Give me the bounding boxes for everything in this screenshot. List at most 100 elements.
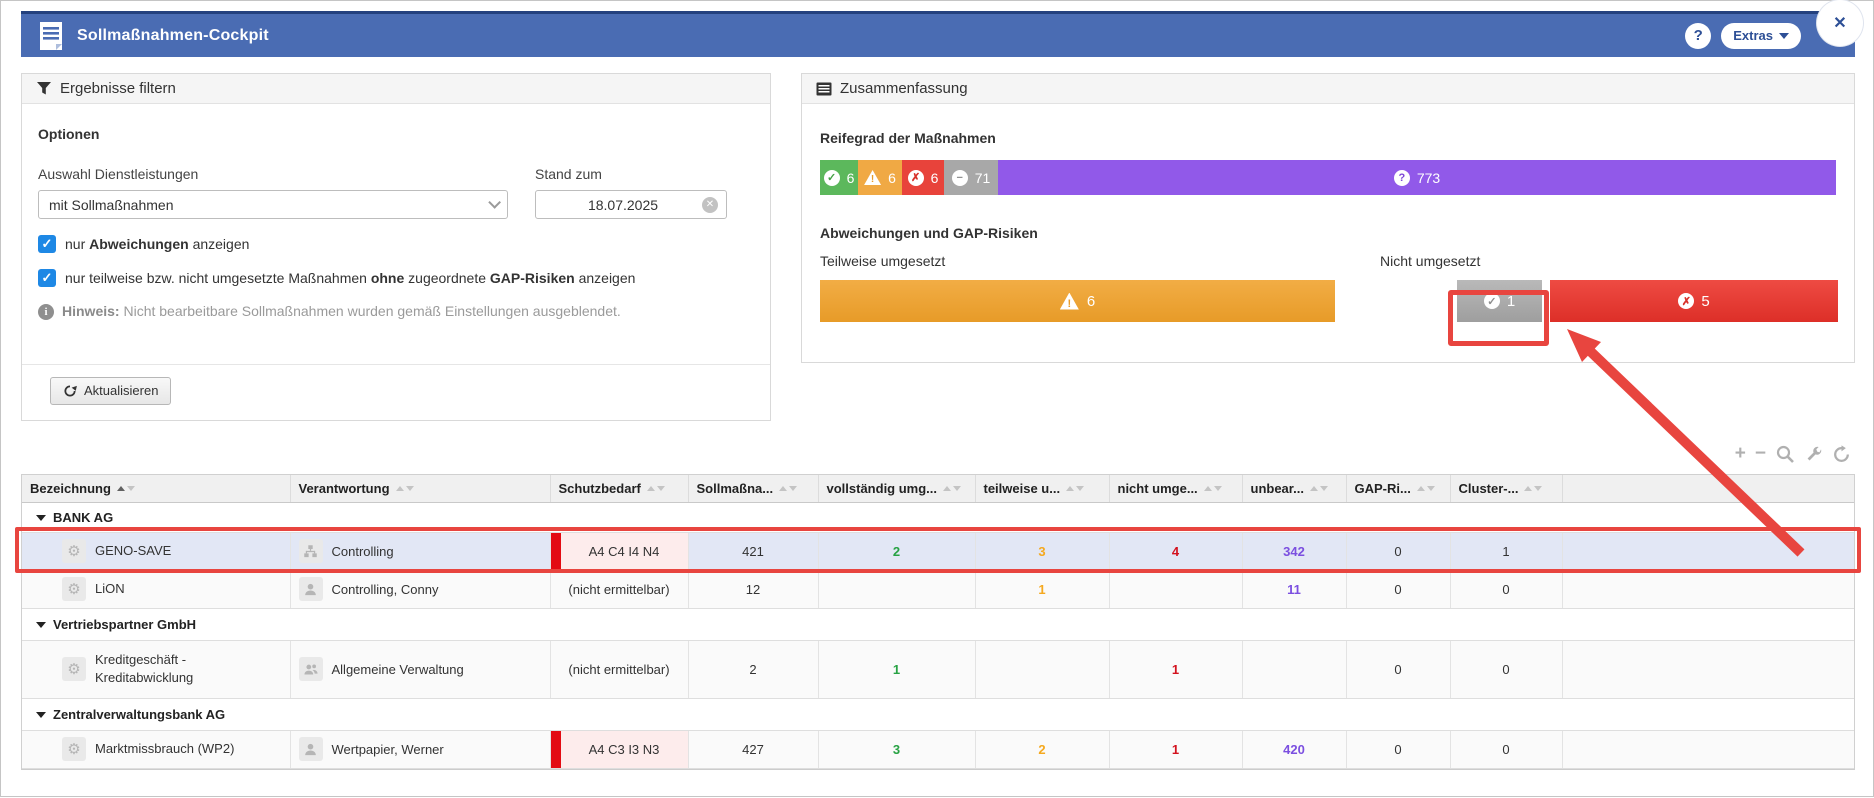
maturity-segment-unknown[interactable]: ? 773 [998,160,1836,195]
group-row-bank-ag[interactable]: BANK AG [22,501,1854,533]
column-header-teilweise[interactable]: teilweise u... [975,475,1110,503]
partial-label: Teilweise umgesetzt [820,253,946,269]
wrench-icon[interactable] [1804,445,1823,464]
refresh-button[interactable]: Aktualisieren [50,377,172,405]
x-circle-icon: ✗ [907,169,924,186]
partially-implemented-bar[interactable]: ! 6 [820,280,1335,322]
column-header-gap-risiken[interactable]: GAP-Ri... [1346,475,1451,503]
protection-flag [550,532,561,570]
maturity-bar: ✓ 6 ! 6 ✗ 6 − 71 ? 773 [820,160,1836,195]
sort-icons [646,485,665,491]
deviations-only-checkbox[interactable]: ✓ [38,235,56,253]
deviations-only-label: nur Abweichungen anzeigen [65,236,250,252]
without-gap-risks-checkbox[interactable]: ✓ [38,269,56,287]
collapse-group-icon[interactable] [36,514,46,521]
person-icon [298,737,323,761]
help-button[interactable]: ? [1685,22,1712,49]
options-heading: Optionen [38,126,100,142]
sort-icons [1066,485,1085,491]
info-icon: i [38,304,54,320]
not-implemented-review-chip[interactable]: ✓ 1 [1457,280,1542,322]
reload-icon[interactable] [1832,444,1851,464]
service-select[interactable]: mit Sollmaßnahmen [38,190,508,219]
warning-triangle-icon: ! [864,170,882,185]
dash-circle-icon: − [951,169,968,186]
service-gear-icon: ⚙ [62,737,86,761]
group-row-vertriebspartner[interactable]: Vertriebspartner GmbH [22,607,1854,641]
refresh-icon [64,384,77,397]
table-row-kreditgeschaeft[interactable]: ⚙ Kreditgeschäft - Kreditabwicklung Allge… [22,640,1854,699]
hint-text: Hinweis: Nicht bearbeitbare Sollmaßnahme… [62,303,621,319]
help-icon: ? [1693,27,1703,44]
titlebar: Sollmaßnahmen-Cockpit ? Extras ✕ [21,0,1863,57]
warning-triangle-icon: ! [1059,292,1079,310]
table-row-geno-save[interactable]: ⚙ GENO-SAVE Controlling A4 C4 I4 N4 421 2… [22,532,1854,571]
protection-flag [550,730,561,768]
column-header-sollmassnahmen[interactable]: Sollmaßna... [688,475,819,503]
group-row-zentralverwaltungsbank[interactable]: Zentralverwaltungsbank AG [22,697,1854,731]
sort-icons [1309,485,1328,491]
sort-icons [116,485,135,491]
service-gear-icon: ⚙ [62,657,86,681]
question-circle-icon: ? [1393,169,1410,186]
maturity-segment-fail[interactable]: ✗ 6 [902,160,944,195]
sort-icons [1524,485,1543,491]
date-field[interactable]: 18.07.2025 ✕ [535,190,727,219]
without-gap-risks-label: nur teilweise bzw. nicht umgesetzte Maßn… [65,270,636,286]
sort-icons [943,485,962,491]
column-header-bezeichnung[interactable]: Bezeichnung [22,475,291,503]
summary-icon [816,82,832,95]
filter-panel-header: Ergebnisse filtern [22,74,770,104]
services-table: Bezeichnung Verantwortung Schutzbedarf S… [21,474,1855,770]
column-header-unbearbeitet[interactable]: unbear... [1242,475,1347,503]
search-icon[interactable] [1775,444,1795,464]
column-header-filler [1562,475,1854,503]
extras-button[interactable]: Extras [1721,22,1801,49]
maturity-segment-ok[interactable]: ✓ 6 [820,160,858,195]
close-icon: ✕ [1833,15,1847,32]
service-select-label: Auswahl Dienstleistungen [38,166,199,182]
x-circle-icon: ✗ [1678,293,1695,309]
expand-all-button[interactable]: + [1735,444,1746,464]
service-gear-icon: ⚙ [62,539,86,563]
filter-panel: Ergebnisse filtern Optionen Auswahl Dien… [21,73,771,421]
service-gear-icon: ⚙ [62,577,86,601]
sort-icons [1416,485,1435,491]
column-header-schutzbedarf[interactable]: Schutzbedarf [550,475,689,503]
filter-icon [37,82,51,95]
summary-panel: Zusammenfassung Reifegrad der Maßnahmen … [801,73,1855,363]
checkmark-icon: ✓ [41,236,53,251]
column-header-cluster[interactable]: Cluster-... [1450,475,1563,503]
maturity-heading: Reifegrad der Maßnahmen [820,130,996,146]
collapse-group-icon[interactable] [36,621,46,628]
maturity-segment-na[interactable]: − 71 [944,160,998,195]
check-circle-icon: ✓ [1483,293,1500,309]
checkmark-icon: ✓ [41,270,53,285]
column-header-vollstaendig[interactable]: vollständig umg... [818,475,976,503]
table-row-lion[interactable]: ⚙ LiON Controlling, Conny (nicht ermittel… [22,570,1854,609]
sort-icons [395,485,414,491]
chevron-down-icon [1779,32,1789,39]
collapse-group-icon[interactable] [36,711,46,718]
filter-panel-title: Ergebnisse filtern [60,80,176,97]
not-implemented-bar[interactable]: ✗ 5 [1550,280,1838,322]
date-field-label: Stand zum [535,166,602,182]
table-header-row: Bezeichnung Verantwortung Schutzbedarf S… [22,475,1854,503]
org-chart-icon [298,539,323,563]
sort-icons [1203,485,1222,491]
collapse-all-button[interactable]: − [1755,444,1766,464]
gap-heading: Abweichungen und GAP-Risiken [820,225,1038,241]
close-button[interactable]: ✕ [1817,0,1863,46]
people-icon [298,657,323,681]
not-implemented-label: Nicht umgesetzt [1380,253,1481,269]
person-icon [298,577,323,601]
table-toolbar: + − [1735,444,1851,464]
maturity-segment-warning[interactable]: ! 6 [858,160,902,195]
column-header-verantwortung[interactable]: Verantwortung [290,475,551,503]
table-row-marktmissbrauch[interactable]: ⚙ Marktmissbrauch (WP2) Wertpapier, Werne… [22,730,1854,769]
clear-date-icon[interactable]: ✕ [702,196,718,213]
summary-panel-header: Zusammenfassung [802,74,1854,104]
page-title: Sollmaßnahmen-Cockpit [77,26,269,44]
column-header-nicht-umgesetzt[interactable]: nicht umge... [1109,475,1243,503]
